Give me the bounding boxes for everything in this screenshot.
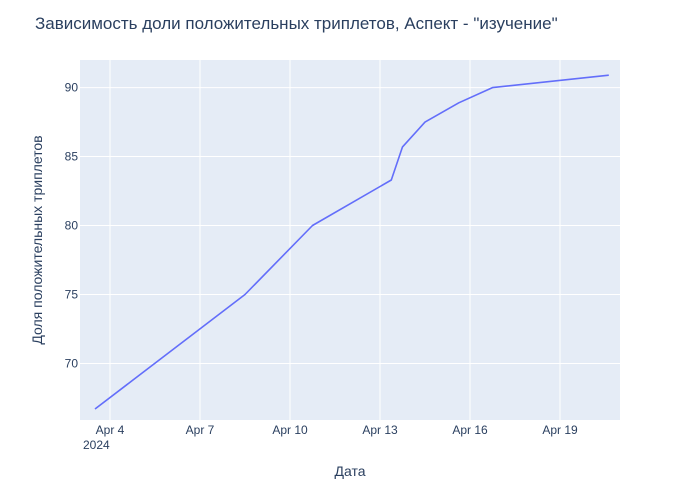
series-group [94, 74, 609, 410]
x-year-label: 2024 [83, 438, 110, 452]
plot-background [80, 60, 620, 420]
x-axis-title: Дата [334, 463, 365, 479]
y-tick-label: 80 [65, 219, 79, 233]
chart-title: Зависимость доли положительных триплетов… [35, 14, 558, 33]
y-tick-label: 75 [65, 287, 79, 301]
y-tick-label: 90 [65, 81, 79, 95]
x-tick-label: Apr 16 [452, 423, 488, 437]
y-axis-ticks: 70 75 80 85 90 [65, 81, 79, 371]
x-tick-label: Apr 10 [272, 423, 308, 437]
y-axis-title: Доля положительных триплетов [29, 135, 45, 344]
x-tick-label: Apr 4 [96, 423, 125, 437]
y-tick-label: 85 [65, 150, 79, 164]
x-tick-label: Apr 7 [186, 423, 215, 437]
x-axis-ticks: Apr 4 Apr 7 Apr 10 Apr 13 Apr 16 Apr 19 [96, 423, 578, 437]
x-tick-label: Apr 19 [542, 423, 578, 437]
x-tick-label: Apr 13 [362, 423, 398, 437]
series-line [94, 74, 609, 410]
grid-lines [80, 60, 620, 420]
y-tick-label: 70 [65, 356, 79, 370]
